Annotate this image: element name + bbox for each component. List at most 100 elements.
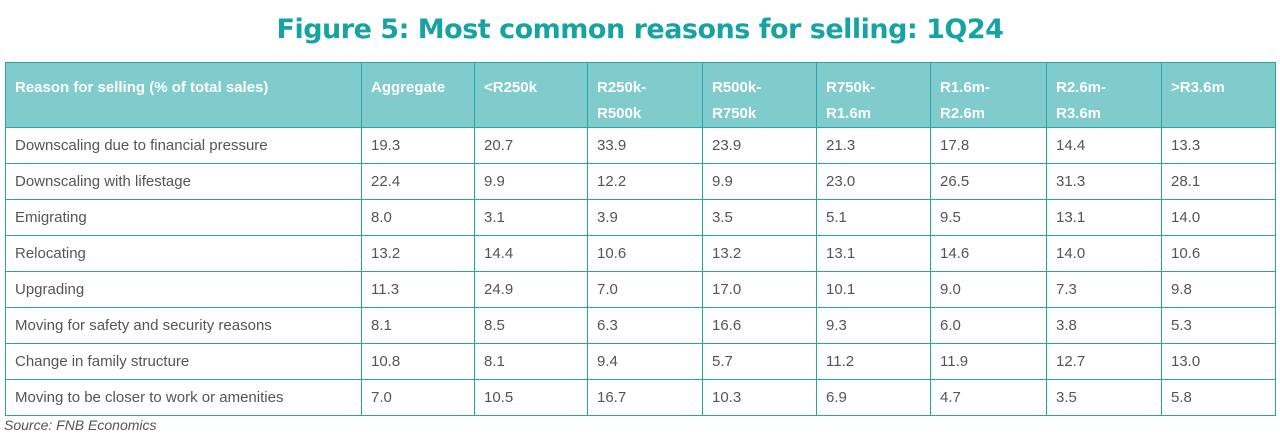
- table-cell: 5.8: [1161, 379, 1276, 416]
- column-header: Aggregate: [361, 62, 475, 128]
- table-cell: 3.8: [1046, 307, 1162, 344]
- table-cell: 6.0: [930, 307, 1047, 344]
- table-cell: 13.2: [702, 235, 817, 272]
- column-header: R250k-R500k: [587, 62, 703, 128]
- table-cell: 7.3: [1046, 271, 1162, 308]
- table-cell: 9.4: [587, 343, 703, 380]
- column-header: R2.6m-R3.6m: [1046, 62, 1162, 128]
- column-header-label: <R250k: [484, 79, 537, 96]
- table-cell: 10.6: [587, 235, 703, 272]
- table-cell: 9.9: [702, 163, 817, 200]
- table-cell: 10.1: [816, 271, 931, 308]
- table-row: Upgrading 11.3 24.9 7.0 17.0 10.1 9.0 7.3 9.8: [5, 271, 1276, 308]
- table-cell: 11.9: [930, 343, 1047, 380]
- table-cell: 11.2: [816, 343, 931, 380]
- table-cell: 9.9: [474, 163, 588, 200]
- table-cell: 10.3: [702, 379, 817, 416]
- table-cell: 12.2: [587, 163, 703, 200]
- row-label: Emigrating: [5, 199, 362, 236]
- table-cell: 7.0: [361, 379, 475, 416]
- table-cell: 8.5: [474, 307, 588, 344]
- table-cell: 26.5: [930, 163, 1047, 200]
- row-label: Change in family structure: [5, 343, 362, 380]
- table-cell: 17.8: [930, 127, 1047, 164]
- table-row: Moving for safety and security reasons 8.…: [5, 307, 1276, 344]
- table-cell: 13.1: [816, 235, 931, 272]
- column-header-label: R500k-R750k: [712, 79, 762, 122]
- table-cell: 14.6: [930, 235, 1047, 272]
- row-label: Moving to be closer to work or amenities: [5, 379, 362, 416]
- table-cell: 14.4: [474, 235, 588, 272]
- table-cell: 3.1: [474, 199, 588, 236]
- table-cell: 14.4: [1046, 127, 1162, 164]
- column-header-label: Reason for selling (% of total sales): [15, 79, 269, 96]
- table-cell: 16.6: [702, 307, 817, 344]
- table-cell: 33.9: [587, 127, 703, 164]
- table-cell: 23.9: [702, 127, 817, 164]
- table-cell: 13.0: [1161, 343, 1276, 380]
- table-cell: 24.9: [474, 271, 588, 308]
- table-cell: 3.5: [702, 199, 817, 236]
- table-cell: 9.5: [930, 199, 1047, 236]
- table-cell: 13.1: [1046, 199, 1162, 236]
- table-cell: 20.7: [474, 127, 588, 164]
- table-cell: 13.3: [1161, 127, 1276, 164]
- row-label: Downscaling due to financial pressure: [5, 127, 362, 164]
- table-cell: 3.9: [587, 199, 703, 236]
- column-header: R750k-R1.6m: [816, 62, 931, 128]
- table-cell: 14.0: [1161, 199, 1276, 236]
- table-row: Downscaling due to financial pressure 19.…: [5, 127, 1276, 164]
- table-cell: 8.1: [474, 343, 588, 380]
- column-header: <R250k: [474, 62, 588, 128]
- table-cell: 14.0: [1046, 235, 1162, 272]
- table-cell: 17.0: [702, 271, 817, 308]
- column-header: R500k-R750k: [702, 62, 817, 128]
- table-cell: 31.3: [1046, 163, 1162, 200]
- column-header-label: R750k-R1.6m: [826, 79, 876, 122]
- table-row: Emigrating 8.0 3.1 3.9 3.5 5.1 9.5 13.1 14.0: [5, 199, 1276, 236]
- column-header-label: >R3.6m: [1171, 79, 1225, 96]
- row-label: Upgrading: [5, 271, 362, 308]
- table-cell: 8.1: [361, 307, 475, 344]
- table-row: Change in family structure 10.8 8.1 9.4 5.7 1…: [5, 343, 1276, 380]
- table-cell: 9.0: [930, 271, 1047, 308]
- table-cell: 8.0: [361, 199, 475, 236]
- header-row: Reason for selling (% of total sales) Agg…: [5, 62, 1276, 128]
- source-note: Source: FNB Economics: [4, 417, 157, 433]
- table-row: Relocating 13.2 14.4 10.6 13.2 13.1 14.6 14.0 10…: [5, 235, 1276, 272]
- table-cell: 19.3: [361, 127, 475, 164]
- column-header: Reason for selling (% of total sales): [5, 62, 362, 128]
- table-row: Moving to be closer to work or amenities…: [5, 379, 1276, 416]
- table-cell: 10.6: [1161, 235, 1276, 272]
- column-header-label: R1.6m-R2.6m: [940, 79, 991, 122]
- table-cell: 10.8: [361, 343, 475, 380]
- column-header-label: R2.6m-R3.6m: [1056, 79, 1107, 122]
- table-cell: 21.3: [816, 127, 931, 164]
- table-cell: 9.8: [1161, 271, 1276, 308]
- table-cell: 28.1: [1161, 163, 1276, 200]
- figure-title: Figure 5: Most common reasons for sellin…: [276, 14, 1004, 45]
- table-cell: 5.7: [702, 343, 817, 380]
- table-cell: 10.5: [474, 379, 588, 416]
- table-row: Downscaling with lifestage 22.4 9.9 12.2 9.9…: [5, 163, 1276, 200]
- table-cell: 6.3: [587, 307, 703, 344]
- table-cell: 6.9: [816, 379, 931, 416]
- table-cell: 9.3: [816, 307, 931, 344]
- table-cell: 13.2: [361, 235, 475, 272]
- table-cell: 4.7: [930, 379, 1047, 416]
- reasons-table: Reason for selling (% of total sales) Agg…: [5, 62, 1276, 416]
- row-label: Moving for safety and security reasons: [5, 307, 362, 344]
- table-cell: 5.1: [816, 199, 931, 236]
- table-cell: 7.0: [587, 271, 703, 308]
- column-header-label: Aggregate: [371, 79, 446, 96]
- table-cell: 22.4: [361, 163, 475, 200]
- table-cell: 5.3: [1161, 307, 1276, 344]
- row-label: Relocating: [5, 235, 362, 272]
- row-label: Downscaling with lifestage: [5, 163, 362, 200]
- column-header: R1.6m-R2.6m: [930, 62, 1047, 128]
- column-header: >R3.6m: [1161, 62, 1276, 128]
- table-cell: 16.7: [587, 379, 703, 416]
- table-cell: 23.0: [816, 163, 931, 200]
- table-cell: 3.5: [1046, 379, 1162, 416]
- table-cell: 12.7: [1046, 343, 1162, 380]
